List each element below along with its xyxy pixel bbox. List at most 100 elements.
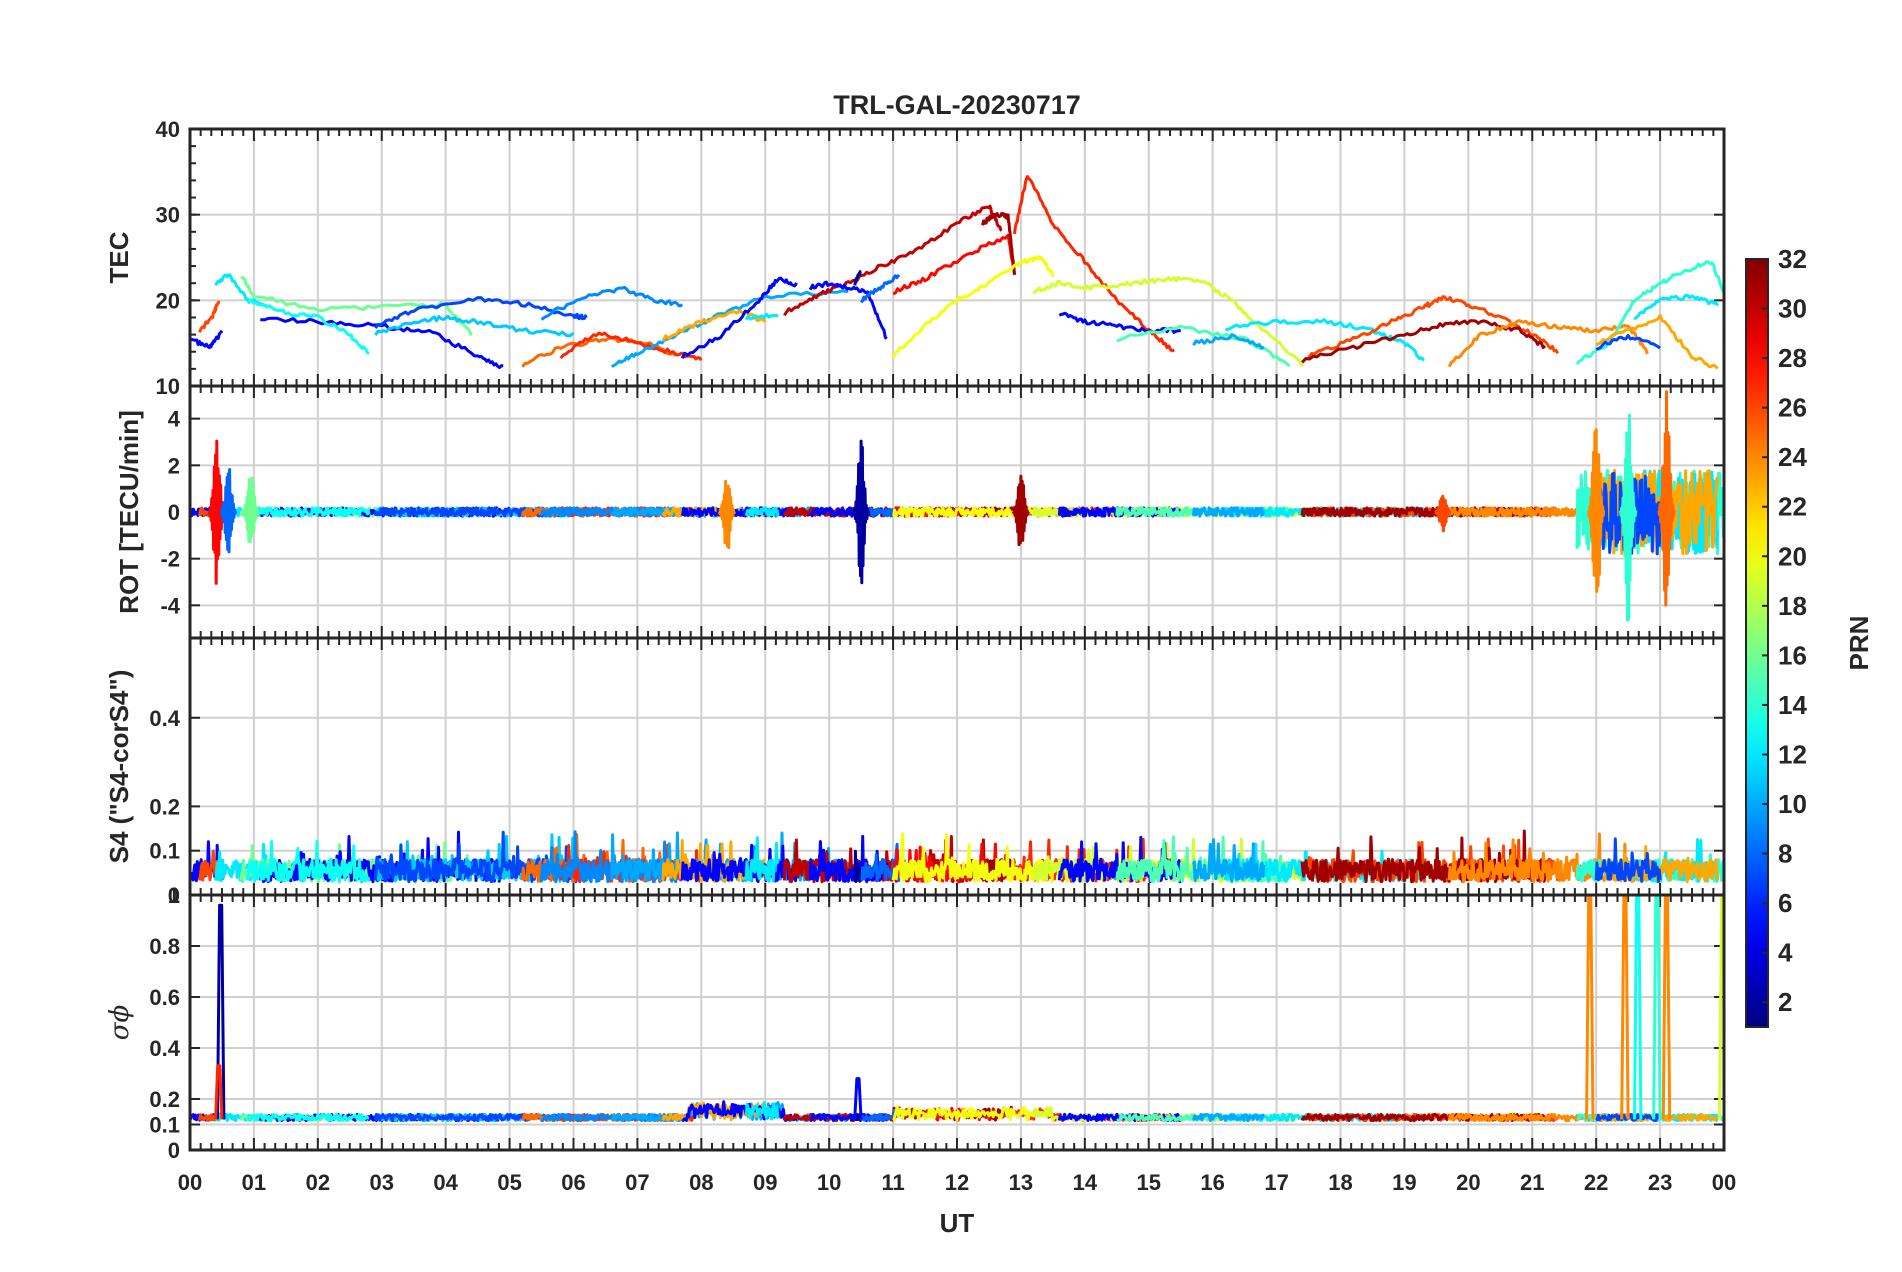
x-tick-label: 03 [370, 1170, 394, 1195]
sigma-series-prn20 [892, 1105, 1054, 1122]
chart-title: TRL-GAL-20230717 [833, 90, 1081, 120]
tec-series-prn12 [1633, 293, 1719, 321]
colorbar-tick-label: 12 [1778, 739, 1807, 769]
s4-series-prn20 [891, 832, 1055, 883]
colorbar-tick-label: 28 [1778, 343, 1807, 373]
x-tick-label: 00 [1712, 1170, 1736, 1195]
y-tick-label: 30 [156, 203, 180, 228]
colorbar-tick-label: 14 [1778, 690, 1807, 720]
panel-frame-sigma [188, 893, 1726, 1152]
tec-series-prn5 [1058, 311, 1182, 334]
x-tick-label: 10 [817, 1170, 841, 1195]
sigma-spike-prn14 [1652, 895, 1662, 1120]
y-tick-label: 0.1 [149, 839, 180, 864]
x-tick-label: 15 [1137, 1170, 1161, 1195]
rot-series-prn31 [1300, 506, 1547, 518]
s4-series-prn2 [853, 849, 863, 883]
sigma-spike-prn13 [1633, 895, 1643, 1120]
colorbar-tick-label: 16 [1778, 640, 1807, 670]
rot-burst-prn24 [1587, 428, 1606, 593]
sigma-series-prn10 [1192, 1112, 1266, 1123]
tec-series-prn2 [853, 270, 863, 286]
y-axis-label-tec: TEC [104, 231, 134, 283]
tec-series-prn5 [680, 276, 798, 359]
y-axis-label-rot: ROT [TECU/min] [114, 410, 144, 614]
y-tick-label: 1 [168, 883, 180, 908]
y-tick-label: 0.2 [149, 1087, 180, 1112]
sigma-spike-prn24 [1620, 895, 1630, 1120]
s4-series-prn26 [198, 849, 221, 882]
x-tick-label: 00 [178, 1170, 202, 1195]
tec-series-prn31 [981, 211, 1016, 276]
y-tick-label: 0.4 [149, 1036, 180, 1061]
tec-series-prn9 [540, 285, 684, 321]
panel-s4: 0 0.1 0.2 0.4 S4 ("S4-corS4") [104, 638, 1725, 908]
rot-series-prn10 [1192, 506, 1266, 518]
colorbar-tick-label: 30 [1778, 294, 1807, 324]
tec-series-prn12 [214, 273, 268, 308]
rot-burst-prn8 [219, 468, 238, 554]
y-tick-label: 0.2 [149, 794, 180, 819]
s4-series-group [190, 829, 1724, 884]
x-tick-label: 05 [497, 1170, 521, 1195]
rot-burst-prn25 [1657, 390, 1676, 607]
panel-tec: 10 20 30 40 TEC [104, 117, 1725, 399]
x-tick-label: 02 [306, 1170, 330, 1195]
tec-series-prn7 [374, 296, 588, 330]
colorbar-tick-label: 10 [1778, 789, 1807, 819]
y-tick-label: 0 [168, 500, 180, 525]
sigma-spike-prn19 [1718, 895, 1724, 1120]
s4-series-prn8 [860, 842, 901, 883]
colorbar-tick-label: 20 [1778, 541, 1807, 571]
y-axis-label-sigma: σϕ [105, 1004, 135, 1040]
rot-burst-prn16 [241, 476, 260, 544]
rot-series-group [190, 390, 1724, 622]
y-axis-label-s4: S4 ("S4-corS4") [104, 670, 134, 864]
tec-series-prn27 [1013, 175, 1175, 353]
s4-series-prn7 [1594, 837, 1662, 883]
tec-series-group [190, 175, 1724, 370]
tec-series-prn20 [891, 255, 1055, 359]
s4-series-prn5 [680, 843, 799, 883]
y-tick-label: -4 [160, 593, 180, 618]
x-tick-label: 12 [945, 1170, 969, 1195]
rot-series-prn13 [246, 506, 371, 518]
tec-series-prn7 [1595, 333, 1662, 351]
tec-series-prn13 [246, 298, 370, 355]
x-tick-label: 18 [1328, 1170, 1352, 1195]
tec-series-prn16 [239, 275, 473, 337]
tec-series-prn31 [1301, 319, 1547, 364]
y-tick-label: 10 [156, 374, 180, 399]
y-tick-label: 4 [168, 407, 181, 432]
tec-series-prn12 [744, 312, 779, 321]
colorbar-tick-label: 32 [1778, 244, 1807, 274]
tec-series-prn30 [783, 204, 1003, 317]
x-tick-label: 13 [1009, 1170, 1033, 1195]
rot-burst-prn24 [717, 479, 736, 550]
sigma-series-group [190, 895, 1724, 1123]
tec-series-prn11 [374, 314, 575, 338]
x-tick-label: 22 [1584, 1170, 1608, 1195]
y-tick-label: 0 [168, 1138, 180, 1163]
colorbar-tick-label: 22 [1778, 492, 1807, 522]
x-tick-label: 09 [753, 1170, 777, 1195]
colorbar-tick-label: 8 [1778, 839, 1792, 869]
tec-series-prn5 [260, 316, 504, 370]
tec-series-prn24 [1447, 319, 1649, 368]
x-tick-label: 21 [1520, 1170, 1544, 1195]
sigma-spike-prn5 [853, 1077, 863, 1120]
y-tick-label: 0.1 [149, 1113, 180, 1138]
colorbar-label: PRN [1844, 616, 1874, 671]
s4-series-prn12 [744, 836, 780, 883]
sigma-spike-prn27 [214, 1064, 224, 1120]
y-tick-label: 0 [168, 883, 180, 908]
y-tick-label: 2 [168, 453, 180, 478]
tec-series-prn12 [1225, 318, 1425, 362]
x-tick-label: 04 [433, 1170, 458, 1195]
y-tick-label: -2 [160, 547, 180, 572]
rot-burst-prn14 [1619, 413, 1638, 622]
tec-series-prn26 [198, 300, 221, 333]
